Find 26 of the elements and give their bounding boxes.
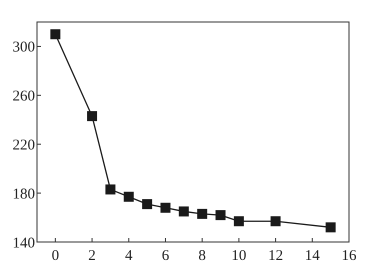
point: [160, 202, 170, 213]
x-tick-label: 10: [231, 248, 246, 264]
x-tick-label: 6: [162, 248, 170, 264]
y-tick-label: 220: [12, 137, 35, 154]
point: [216, 210, 226, 220]
x-tick-label: 4: [125, 248, 134, 264]
x-tick-label: 8: [198, 248, 206, 264]
point: [142, 199, 152, 210]
point: [326, 222, 336, 232]
y-tick-label: 260: [12, 88, 35, 105]
point: [105, 184, 116, 194]
point: [270, 216, 281, 226]
y-tick-label: 300: [12, 40, 35, 56]
x-tick-label: 2: [88, 248, 96, 264]
x-tick-label: 16: [342, 248, 357, 264]
x-tick-label: 12: [268, 248, 284, 264]
point: [234, 216, 244, 226]
point: [124, 192, 134, 202]
point: [50, 29, 60, 40]
x-tick-label: 14: [304, 248, 320, 264]
point: [87, 111, 98, 122]
y-tick-label: 180: [12, 186, 35, 202]
point: [178, 206, 189, 216]
y-tick-label: 140: [12, 235, 35, 252]
x-tick-label: 0: [52, 248, 60, 264]
point: [197, 208, 208, 219]
